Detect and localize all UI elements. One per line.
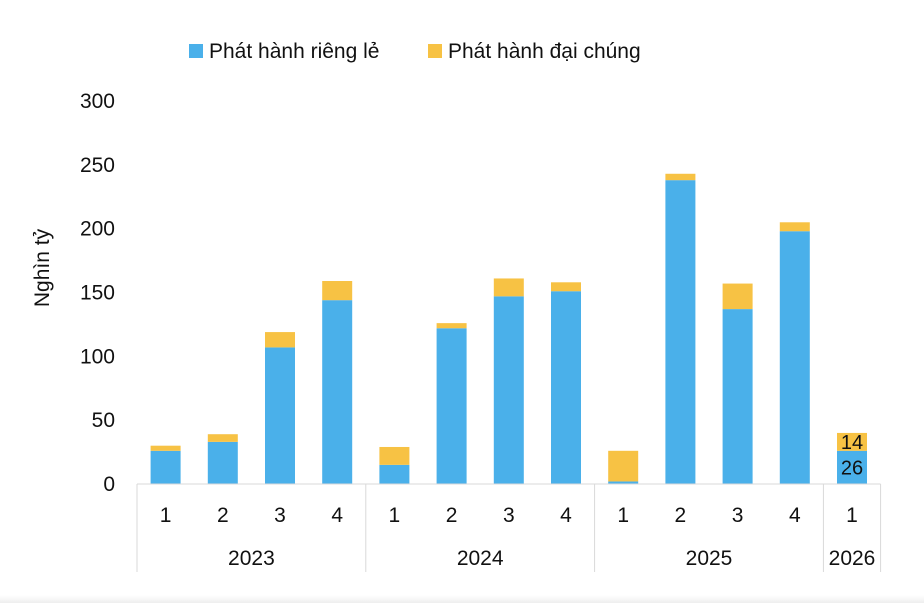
- y-tick-label: 50: [92, 409, 115, 432]
- data-label: 14: [841, 432, 863, 454]
- year-label: 2025: [686, 547, 733, 570]
- x-tick-label: 3: [274, 504, 286, 527]
- bar-segment-rieng-le: [207, 441, 238, 484]
- x-tick-label: 1: [617, 504, 629, 527]
- bottom-edge: [0, 595, 924, 603]
- bar-segment-rieng-le: [551, 291, 581, 484]
- bar-segment-rieng-le: [722, 309, 753, 484]
- bar-segment-rieng-le: [379, 464, 410, 484]
- data-label: 26: [841, 457, 863, 479]
- bar-segment-dai-chung: [322, 281, 353, 301]
- bar-segment-dai-chung: [379, 446, 410, 465]
- y-tick-label: 200: [80, 218, 115, 241]
- x-tick-label: 4: [331, 504, 343, 527]
- bar-segment-dai-chung: [150, 445, 181, 451]
- bar-segment-rieng-le: [436, 328, 467, 484]
- bar-segment-dai-chung: [436, 323, 467, 329]
- bar-segment-rieng-le: [150, 450, 181, 484]
- y-tick-label: 0: [103, 473, 115, 496]
- x-tick-label: 3: [503, 504, 515, 527]
- bar-segment-dai-chung: [837, 432, 867, 451]
- bar-segment-dai-chung: [551, 282, 581, 292]
- legend-swatch: [189, 44, 203, 58]
- bar-segment-rieng-le: [837, 450, 867, 484]
- x-tick-label: 1: [389, 504, 401, 527]
- legend-label: Phát hành đại chúng: [448, 40, 641, 63]
- bar-segment-rieng-le: [665, 180, 696, 485]
- x-tick-label: 2: [446, 504, 458, 527]
- bar-segment-dai-chung: [608, 450, 639, 482]
- x-tick-label: 1: [846, 504, 858, 527]
- year-label: 2023: [228, 547, 275, 570]
- legend-swatch: [428, 44, 442, 58]
- y-tick-label: 250: [80, 154, 115, 177]
- year-label: 2024: [457, 547, 504, 570]
- x-tick-label: 4: [789, 504, 801, 527]
- bar-segment-dai-chung: [722, 283, 753, 310]
- x-tick-label: 3: [732, 504, 744, 527]
- bar-segment-dai-chung: [207, 434, 238, 442]
- bar-segment-dai-chung: [665, 173, 696, 181]
- bar-segment-dai-chung: [265, 332, 295, 348]
- bar-segment-rieng-le: [265, 347, 295, 484]
- y-axis-label: Nghìn tỷ: [31, 228, 54, 307]
- x-tick-label: 1: [160, 504, 172, 527]
- bar-segment-dai-chung: [493, 278, 524, 297]
- x-tick-label: 2: [675, 504, 687, 527]
- bar-segment-rieng-le: [608, 481, 639, 484]
- x-tick-label: 2: [217, 504, 229, 527]
- legend: Phát hành riêng lẻ Phát hành đại chúng: [189, 40, 641, 63]
- bar-segment-dai-chung: [779, 222, 810, 232]
- year-label: 2026: [829, 547, 876, 570]
- x-tick-label: 4: [560, 504, 572, 527]
- y-axis: 0 50 100 150 200 250 300: [80, 90, 115, 496]
- bar-segment-rieng-le: [322, 300, 353, 484]
- legend-label: Phát hành riêng lẻ: [209, 40, 379, 63]
- y-tick-label: 150: [80, 282, 115, 305]
- x-axis: 1 2 3 4 1 2 3 4 1 2 3 4 1 2023 2024 2025 2026: [136, 483, 882, 572]
- y-tick-label: 100: [80, 345, 115, 368]
- bar-segment-rieng-le: [779, 231, 810, 484]
- bar-segment-rieng-le: [493, 296, 524, 484]
- y-tick-label: 300: [80, 90, 115, 113]
